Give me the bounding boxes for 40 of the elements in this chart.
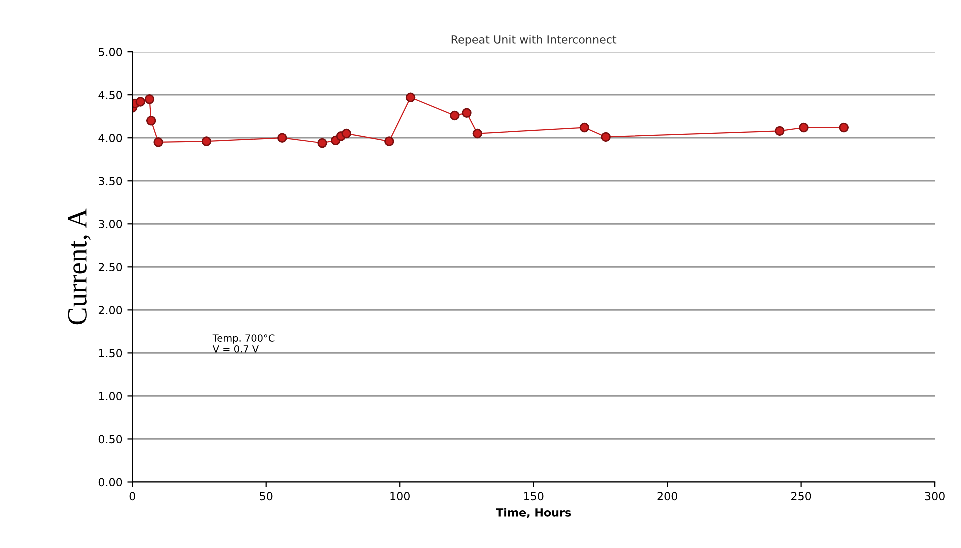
point: [144, 94, 155, 104]
x-tick-label: 200: [658, 492, 678, 501]
point: [450, 110, 460, 121]
y-tick-label: 1.00: [99, 392, 122, 401]
point: [462, 108, 472, 118]
y-tick-label: 4.00: [98, 134, 122, 142]
point: [580, 122, 590, 133]
point: [146, 116, 156, 126]
y-tick-label: 4.50: [98, 91, 122, 100]
y-tick-label: 0.50: [98, 435, 122, 444]
y-tick-label: 3.50: [99, 177, 122, 186]
x-axis-title: Time, Hours: [496, 508, 572, 518]
y-tick-label: 3.00: [99, 220, 122, 229]
point: [202, 136, 212, 146]
point: [799, 122, 809, 133]
point: [472, 128, 483, 139]
y-tick-label: 2.00: [98, 306, 122, 315]
y-tick-label: 0.00: [98, 478, 122, 487]
point: [601, 132, 611, 142]
point: [384, 136, 394, 146]
annotation: Temp. 700°C V = 0.7 V: [212, 334, 275, 353]
x-tick-label: 250: [792, 492, 812, 501]
y-axis-title: Current, A: [68, 208, 91, 325]
x-tick-label: 150: [524, 492, 544, 501]
chart-title: Repeat Unit with Interconnect: [452, 35, 617, 46]
point: [406, 92, 416, 103]
x-tick-label: 100: [390, 492, 410, 501]
y-tick-label: 2.50: [98, 263, 122, 272]
point: [136, 97, 146, 107]
point: [318, 138, 328, 148]
y-tick-label: 1.50: [99, 349, 122, 358]
point: [342, 128, 352, 139]
x-tick-label: 50: [260, 492, 273, 501]
point: [775, 126, 785, 136]
point: [278, 133, 288, 143]
y-tick-label: 5.00: [99, 48, 122, 56]
point: [839, 122, 849, 133]
point: [154, 138, 164, 148]
x-tick-label: 0: [130, 492, 136, 501]
x-tick-label: 300: [925, 492, 945, 501]
